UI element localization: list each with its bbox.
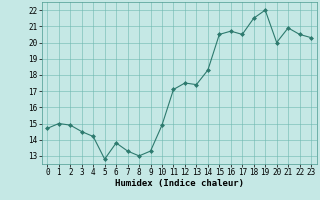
X-axis label: Humidex (Indice chaleur): Humidex (Indice chaleur)	[115, 179, 244, 188]
